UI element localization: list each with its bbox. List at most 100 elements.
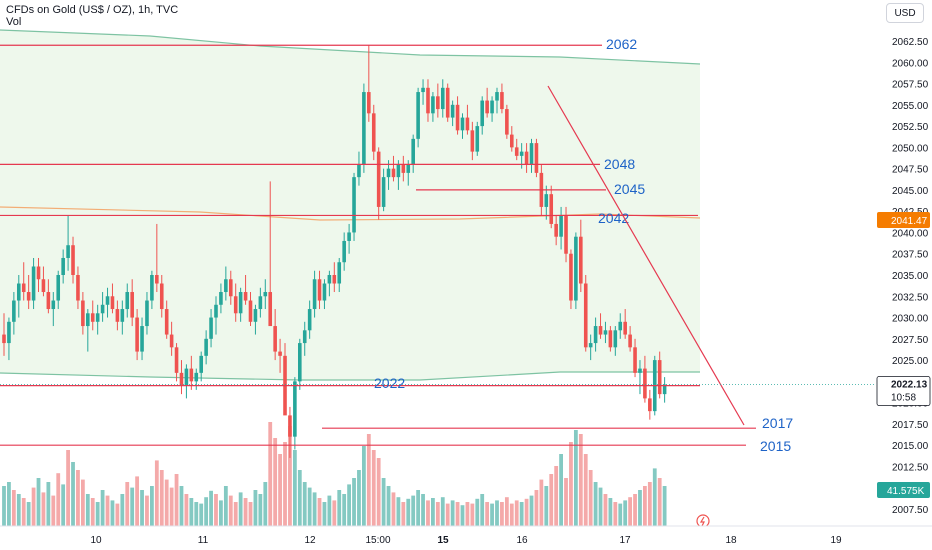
volume-bar (130, 487, 135, 526)
volume-bar (573, 430, 578, 526)
price-tick-label: 2012.50 (892, 462, 929, 473)
volume-bar (164, 479, 169, 526)
volume-bar (243, 498, 248, 526)
volume-bar (500, 502, 504, 526)
candle (224, 266, 228, 301)
candle (288, 406, 292, 458)
volume-bar (110, 500, 115, 526)
candle-body (2, 334, 6, 344)
marker-price-badge (877, 211, 930, 228)
candle-body (145, 300, 149, 327)
candle-body (337, 262, 342, 284)
price-axis[interactable]: 2062.50 2060.00 2057.50 2055.00 2052.50 2050.… (876, 0, 932, 550)
marker-price-text: 2041.47 (891, 216, 928, 227)
candle-body (381, 177, 386, 207)
candle (411, 134, 415, 173)
volume-bar (357, 470, 361, 526)
candle-body (544, 194, 549, 207)
volume-bar (120, 494, 125, 526)
candle (347, 223, 351, 254)
candle-body (623, 321, 627, 335)
candle (100, 292, 105, 322)
candle-body (189, 368, 194, 382)
price-tick-label: 2052.50 (892, 122, 929, 133)
candle (189, 355, 194, 390)
candle (337, 257, 342, 293)
candle (391, 155, 396, 182)
volume-bar (95, 502, 100, 526)
volume-bar (421, 494, 425, 526)
candle (509, 126, 514, 152)
volume-bar (435, 502, 440, 526)
envelope-fill (0, 30, 700, 380)
candle (204, 330, 208, 365)
envelope-basis-line (0, 206, 701, 221)
volume-bar (455, 502, 460, 526)
price-tick-label: 2015.00 (892, 441, 929, 452)
candle-body (628, 334, 632, 348)
price-tick-label: 2017.50 (892, 420, 929, 431)
volume-bar (460, 505, 465, 526)
volume-bar (475, 498, 480, 526)
volume-bar (238, 492, 243, 526)
candle-body (569, 253, 573, 301)
price-tick-label: 2025.00 (892, 356, 929, 367)
candle (199, 351, 203, 382)
candle-body (445, 87, 450, 118)
time-axis[interactable]: 10 11 12 15:00 15 16 17 18 19 (0, 525, 932, 550)
candle (381, 168, 386, 212)
candle-body (317, 279, 322, 301)
candle (90, 300, 95, 331)
volume-bar (618, 503, 623, 526)
candle (633, 338, 637, 378)
volume-bar (214, 494, 218, 526)
candle-body (352, 177, 356, 233)
candle-body (288, 415, 292, 437)
volume-bar (544, 486, 549, 526)
candle-body (90, 313, 95, 322)
level-label: 2022 (374, 375, 405, 391)
candle-body (233, 296, 238, 314)
volume-bar (647, 482, 652, 526)
volume-bar (490, 503, 494, 526)
time-tick-label: 16 (516, 535, 528, 546)
time-tick-label: 15:00 (365, 535, 390, 546)
volume-bar (549, 474, 554, 526)
candle-body (342, 240, 346, 263)
candle-body (480, 100, 485, 127)
volume-bar (598, 487, 603, 526)
symbol-title: CFDs on Gold (US$ / OZ), 1h, TVC (6, 4, 179, 16)
candle-body (440, 87, 445, 110)
volume-bar (529, 495, 534, 526)
volume-bar (312, 492, 317, 526)
currency-button[interactable]: USD (886, 3, 924, 23)
volume-bar (623, 500, 628, 526)
volume-bar (184, 494, 189, 526)
candle (66, 215, 70, 271)
candle (534, 138, 539, 178)
candle (115, 300, 120, 331)
candle-body (71, 245, 75, 275)
candle (662, 377, 667, 403)
volume-bar (159, 470, 164, 526)
candle (436, 83, 440, 118)
volume-bar (105, 495, 110, 526)
candle (396, 160, 401, 190)
volume-bar (302, 482, 307, 526)
candle-body (302, 330, 307, 344)
price-tick-label: 2050.00 (892, 143, 929, 154)
volume-bar (7, 482, 11, 526)
volume-bar (100, 490, 105, 526)
volume-bar (317, 498, 322, 526)
volume-bar (657, 478, 662, 526)
candle-body (258, 296, 263, 310)
candle-body (219, 292, 223, 305)
candle (598, 313, 603, 339)
candle (159, 275, 164, 318)
candle (26, 275, 31, 310)
candle-body (263, 292, 268, 297)
volume-bar (450, 500, 455, 526)
candle-body (618, 321, 623, 331)
volume-bar (125, 482, 130, 526)
